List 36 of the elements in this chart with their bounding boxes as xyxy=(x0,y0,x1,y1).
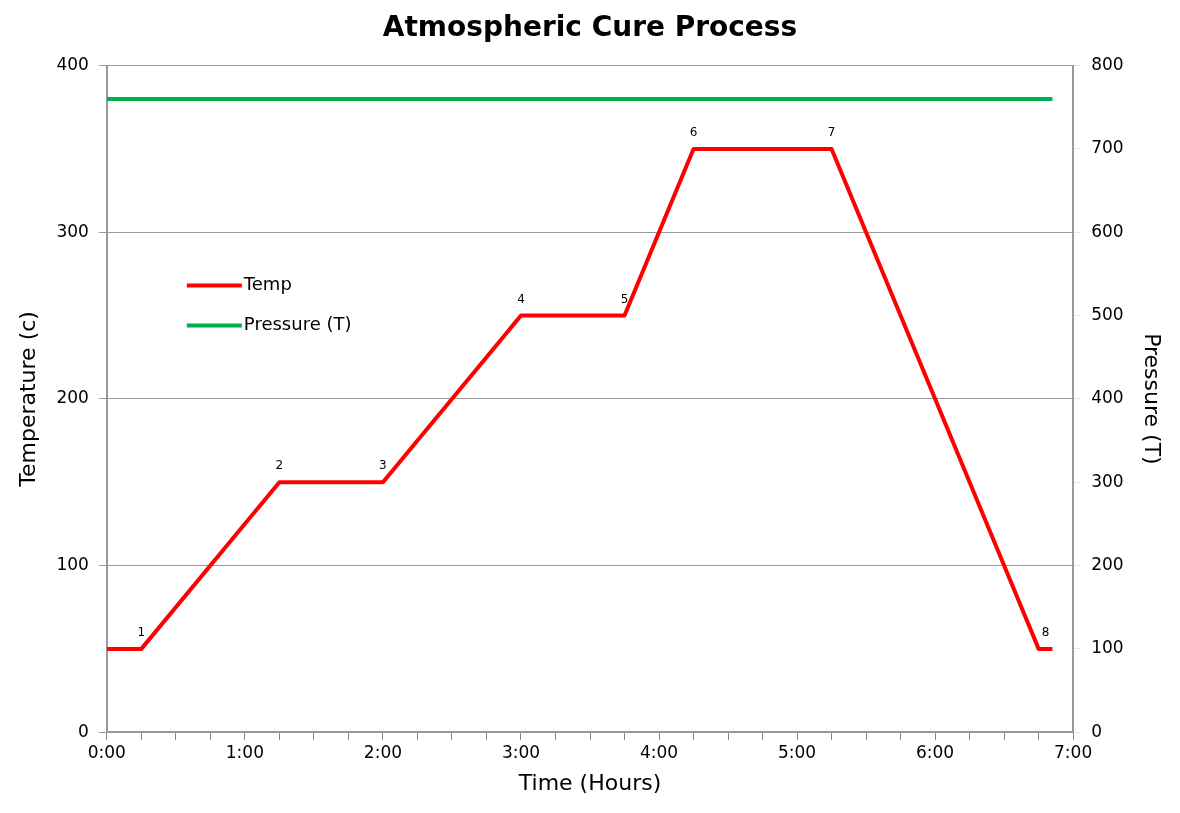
annotation: 4 xyxy=(517,291,525,306)
x-tick-label: 0:00 xyxy=(87,741,126,762)
x-tick-label: 3:00 xyxy=(501,741,541,762)
x-tick-label: 4:00 xyxy=(639,741,679,762)
y2-tick-label: 200 xyxy=(1091,553,1124,574)
x-tick-label: 2:00 xyxy=(363,741,403,762)
x-axis-title: Time (Hours) xyxy=(517,769,662,795)
annotation: 2 xyxy=(275,458,284,473)
y2-axis-title: Pressure (T) xyxy=(1140,333,1166,465)
legend-label: Temp xyxy=(242,273,292,295)
y2-tick-label: 600 xyxy=(1091,220,1124,241)
annotation: 1 xyxy=(137,625,146,639)
y2-tick-label: 300 xyxy=(1091,470,1124,491)
annotation: 7 xyxy=(827,125,836,140)
y-tick-label: 100 xyxy=(56,553,89,574)
legend-label: Pressure (T) xyxy=(243,313,352,335)
y2-tick-label: 700 xyxy=(1091,137,1124,158)
y-tick-label: 300 xyxy=(56,220,89,241)
y2-tick-label: 800 xyxy=(1091,54,1124,75)
annotation: 3 xyxy=(379,458,387,473)
y2-tick-label: 500 xyxy=(1091,304,1124,324)
annotation: 8 xyxy=(1041,625,1050,639)
x-tick-label: 6:00 xyxy=(916,741,955,762)
x-tick-label: 5:00 xyxy=(777,741,817,762)
y-tick-label: 400 xyxy=(56,54,89,75)
y-tick-label: 0 xyxy=(78,720,89,741)
y2-tick-label: 100 xyxy=(1091,637,1124,658)
x-tick-label: 1:00 xyxy=(225,741,264,762)
y2-tick-label: 400 xyxy=(1091,387,1124,408)
x-tick-label: 7:00 xyxy=(1054,741,1093,762)
chart-title: Atmospheric Cure Process xyxy=(382,10,798,44)
annotation: 6 xyxy=(689,125,698,140)
y2-tick-label: 0 xyxy=(1091,720,1102,741)
y-axis-title: Temperature (c) xyxy=(14,311,40,488)
y-tick-label: 200 xyxy=(56,387,89,408)
annotation: 5 xyxy=(620,291,629,306)
